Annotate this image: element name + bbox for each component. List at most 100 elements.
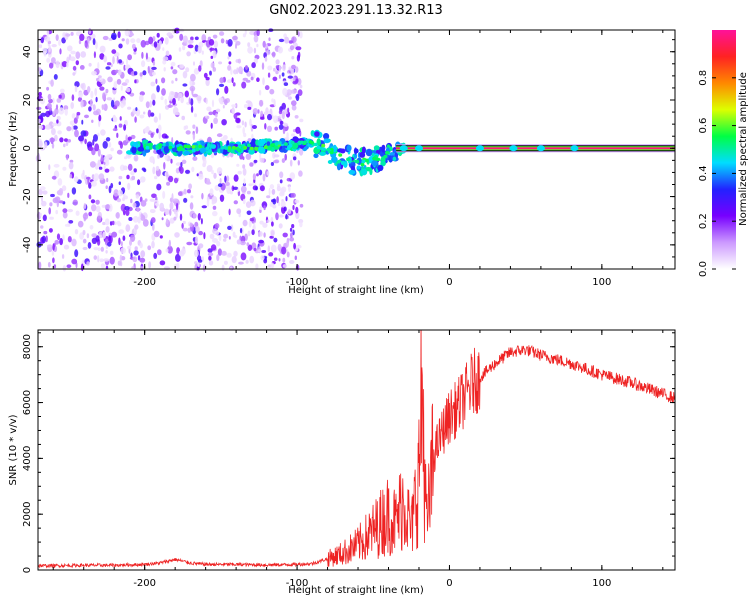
trace-blob — [183, 150, 191, 156]
noise-speck — [278, 214, 284, 218]
noise-speck — [56, 115, 61, 121]
noise-speck — [252, 125, 257, 129]
noise-speck — [252, 108, 259, 115]
noise-speck — [70, 31, 74, 36]
noise-speck — [242, 219, 248, 227]
noise-speck — [100, 263, 105, 269]
noise-speck — [93, 110, 99, 116]
noise-speck — [256, 29, 260, 37]
trace-blob — [365, 167, 372, 172]
noise-speck — [108, 235, 111, 243]
noise-speck — [165, 218, 169, 225]
noise-speck — [122, 98, 126, 105]
noise-speck — [297, 89, 303, 96]
noise-speck — [160, 96, 164, 101]
noise-speck — [103, 165, 106, 170]
noise-speck — [62, 211, 68, 219]
noise-speck — [281, 246, 287, 255]
noise-speck — [260, 116, 265, 120]
noise-speck — [100, 154, 104, 162]
noise-speck — [222, 104, 225, 109]
noise-speck — [255, 263, 259, 270]
noise-speck — [117, 69, 122, 76]
trace-core — [227, 146, 232, 150]
noise-speck — [221, 250, 227, 256]
snr-ylabel: SNR (10 * v/v) — [8, 414, 19, 485]
noise-speck — [103, 103, 108, 112]
noise-speck — [205, 78, 210, 87]
noise-speck — [270, 244, 277, 253]
noise-speck — [210, 244, 217, 251]
trace-blob — [365, 148, 373, 157]
noise-speck — [56, 233, 61, 240]
noise-speck — [198, 65, 202, 72]
noise-speck — [69, 159, 74, 163]
noise-speck — [68, 220, 74, 224]
noise-speck — [118, 59, 122, 64]
noise-speck — [188, 97, 191, 104]
noise-speck — [137, 179, 141, 186]
noise-speck — [277, 243, 282, 252]
noise-speck — [259, 185, 265, 192]
noise-speck — [95, 41, 98, 50]
noise-speck — [111, 49, 117, 54]
noise-speck — [133, 51, 137, 55]
noise-speck — [182, 45, 186, 51]
noise-speck — [137, 216, 141, 224]
noise-speck — [247, 42, 251, 47]
noise-speck — [106, 97, 113, 101]
trace-blob — [354, 148, 359, 154]
noise-speck — [66, 62, 69, 68]
noise-speck — [245, 79, 251, 83]
noise-speck — [55, 34, 59, 41]
noise-speck — [41, 235, 46, 244]
noise-speck — [216, 167, 223, 175]
trace-core — [354, 159, 359, 164]
noise-speck — [250, 76, 254, 81]
trace-blob — [336, 163, 341, 171]
noise-speck — [103, 155, 110, 163]
noise-speck — [130, 234, 136, 242]
noise-speck — [245, 153, 252, 160]
noise-speck — [150, 81, 156, 87]
noise-speck — [159, 202, 165, 211]
noise-speck — [261, 201, 268, 209]
noise-speck — [220, 137, 227, 142]
noise-speck — [166, 32, 173, 37]
noise-speck — [299, 118, 304, 123]
band-node — [475, 145, 484, 152]
noise-speck — [150, 112, 155, 117]
y-tick-label: -40 — [22, 237, 33, 253]
noise-speck — [100, 129, 106, 136]
noise-speck — [38, 188, 43, 196]
noise-speck — [117, 31, 121, 39]
noise-speck — [89, 99, 93, 107]
noise-speck — [38, 261, 42, 270]
noise-speck — [71, 124, 74, 132]
noise-speck — [49, 216, 54, 220]
noise-speck — [278, 223, 283, 229]
noise-speck — [201, 256, 204, 262]
noise-speck — [179, 64, 185, 69]
trace-core — [326, 147, 331, 152]
noise-speck — [188, 183, 193, 190]
trace-core — [316, 145, 321, 150]
noise-speck — [65, 33, 71, 37]
noise-speck — [273, 237, 278, 243]
noise-speck — [165, 248, 169, 253]
noise-speck — [194, 113, 197, 118]
band-node — [536, 145, 545, 152]
noise-speck — [216, 133, 223, 138]
noise-speck — [257, 231, 263, 237]
noise-speck — [164, 153, 168, 161]
noise-speck — [158, 112, 161, 121]
noise-speck — [164, 37, 169, 45]
noise-speck — [173, 177, 179, 184]
noise-speck — [266, 195, 271, 199]
noise-speck — [157, 124, 162, 132]
noise-speck — [51, 250, 55, 256]
noise-speck — [278, 64, 282, 73]
noise-speck — [109, 166, 115, 172]
noise-speck — [286, 251, 290, 258]
noise-speck — [249, 255, 255, 264]
